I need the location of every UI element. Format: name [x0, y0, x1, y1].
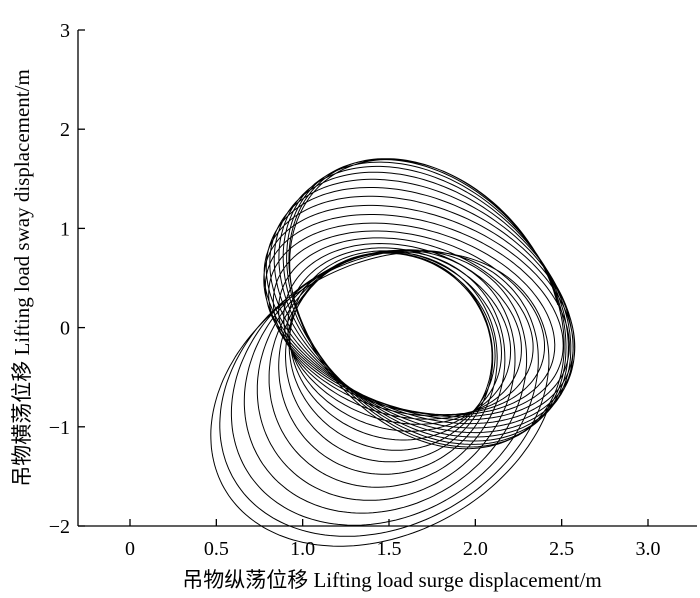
- x-tick-label: 0.5: [204, 538, 229, 560]
- x-tick-label: 2.0: [463, 538, 488, 560]
- plot-area: 0 0.5 1.0 1.5 2.0 2.5 3.0 −2 −1 0 1 2 3: [49, 20, 697, 560]
- y-tick-label: −1: [49, 417, 70, 439]
- x-tick-label: 0: [125, 538, 135, 560]
- y-axis-title: 吊物横荡位移 Lifting load sway displacement/m: [10, 69, 34, 487]
- y-tick-label: 3: [60, 20, 70, 42]
- x-tick-label: 3.0: [636, 538, 661, 560]
- x-tick-label: 1.5: [377, 538, 402, 560]
- y-tick-label: 2: [60, 119, 70, 141]
- y-tick-label: 0: [60, 318, 70, 340]
- y-tick-label: 1: [60, 218, 70, 240]
- x-axis-title: 吊物纵荡位移 Lifting load surge displacement/m: [182, 568, 602, 592]
- x-tick-label: 2.5: [549, 538, 574, 560]
- y-tick-label: −2: [49, 516, 70, 538]
- x-tick-label: 1.0: [290, 538, 315, 560]
- series-trajectory: [210, 158, 576, 547]
- axis-ticks: 0 0.5 1.0 1.5 2.0 2.5 3.0 −2 −1 0 1 2 3: [49, 20, 661, 560]
